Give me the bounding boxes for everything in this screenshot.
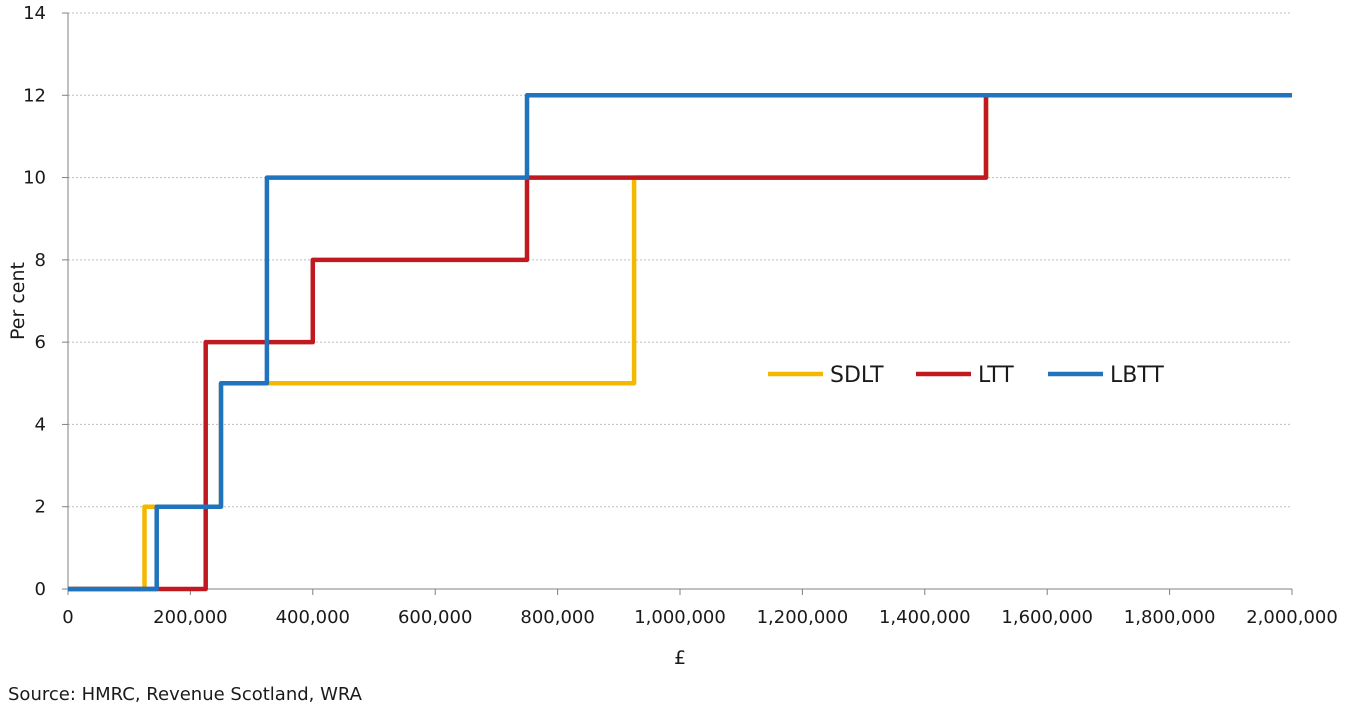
y-tick-label: 6: [35, 332, 46, 353]
x-tick-label: 1,200,000: [757, 607, 849, 628]
series-line-ltt: [68, 93, 1292, 592]
source-note: Source: HMRC, Revenue Scotland, WRA: [8, 684, 362, 705]
step-line-chart: 0 2 4 6 8 10 12 14 0 200,000 400,000 600,000 800,000…: [7, 3, 1338, 669]
y-tick-label: 2: [35, 497, 46, 518]
x-tick-label: 600,000: [398, 607, 472, 628]
legend: SDLT LTT LBTT: [768, 363, 1164, 388]
x-tick-label: 200,000: [153, 607, 227, 628]
y-tick-label: 12: [23, 85, 46, 106]
x-tick-label: 2,000,000: [1246, 607, 1338, 628]
x-tick-label: 1,400,000: [879, 607, 971, 628]
x-axis-title: £: [674, 647, 686, 669]
x-tick-label: 1,000,000: [634, 607, 726, 628]
x-tick-label: 1,800,000: [1124, 607, 1216, 628]
y-axis-title: Per cent: [7, 262, 29, 340]
y-tick-label: 8: [35, 250, 46, 271]
y-tick-label: 14: [23, 3, 46, 24]
legend-label-ltt: LTT: [978, 363, 1014, 388]
y-tick-label: 4: [35, 414, 46, 435]
axes: 0 2 4 6 8 10 12 14 0 200,000 400,000 600,000 800,000…: [7, 3, 1338, 669]
x-tick-label: 1,600,000: [1001, 607, 1093, 628]
y-tick-label: 10: [23, 168, 46, 189]
gridlines: [68, 12, 1292, 508]
series-lines: [68, 93, 1292, 592]
x-tick-label: 400,000: [276, 607, 350, 628]
y-tick-label: 0: [35, 579, 46, 600]
legend-label-sdlt: SDLT: [830, 363, 884, 388]
x-tick-label: 0: [62, 607, 73, 628]
series-line-lbtt: [68, 93, 1292, 592]
legend-label-lbtt: LBTT: [1110, 363, 1164, 388]
x-tick-label: 800,000: [520, 607, 594, 628]
